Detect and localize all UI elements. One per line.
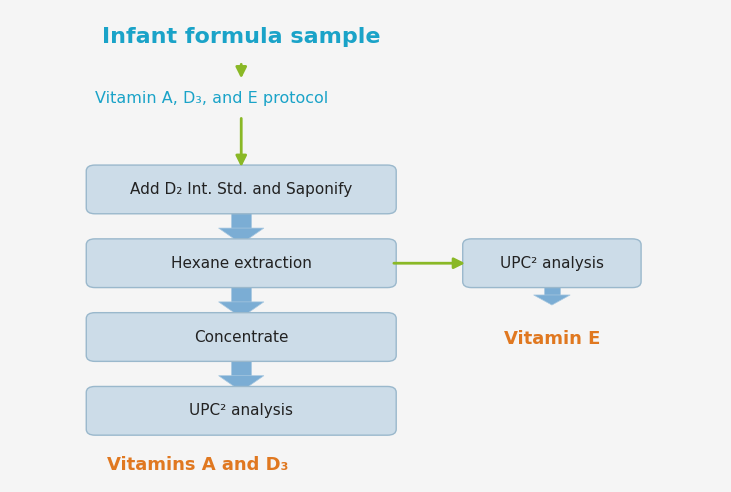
Text: Vitamin A, D₃, and E protocol: Vitamin A, D₃, and E protocol	[95, 91, 328, 106]
Polygon shape	[219, 376, 264, 392]
Text: Infant formula sample: Infant formula sample	[102, 27, 380, 47]
Bar	[231, 282, 251, 302]
FancyBboxPatch shape	[86, 313, 396, 361]
Polygon shape	[219, 302, 264, 318]
Polygon shape	[219, 228, 264, 244]
FancyBboxPatch shape	[86, 239, 396, 287]
Bar	[231, 429, 251, 430]
Text: Concentrate: Concentrate	[194, 330, 289, 344]
Text: Vitamins A and D₃: Vitamins A and D₃	[107, 456, 288, 474]
FancyBboxPatch shape	[86, 387, 396, 435]
Text: Add D₂ Int. Std. and Saponify: Add D₂ Int. Std. and Saponify	[130, 182, 352, 197]
Text: UPC² analysis: UPC² analysis	[500, 256, 604, 271]
Text: Vitamin E: Vitamin E	[504, 331, 600, 348]
Bar	[231, 356, 251, 376]
FancyBboxPatch shape	[86, 165, 396, 214]
Text: UPC² analysis: UPC² analysis	[189, 403, 293, 418]
Polygon shape	[219, 428, 264, 429]
Bar	[544, 282, 560, 295]
Text: Hexane extraction: Hexane extraction	[171, 256, 311, 271]
Polygon shape	[534, 295, 570, 305]
FancyBboxPatch shape	[463, 239, 641, 287]
Bar	[231, 209, 251, 228]
